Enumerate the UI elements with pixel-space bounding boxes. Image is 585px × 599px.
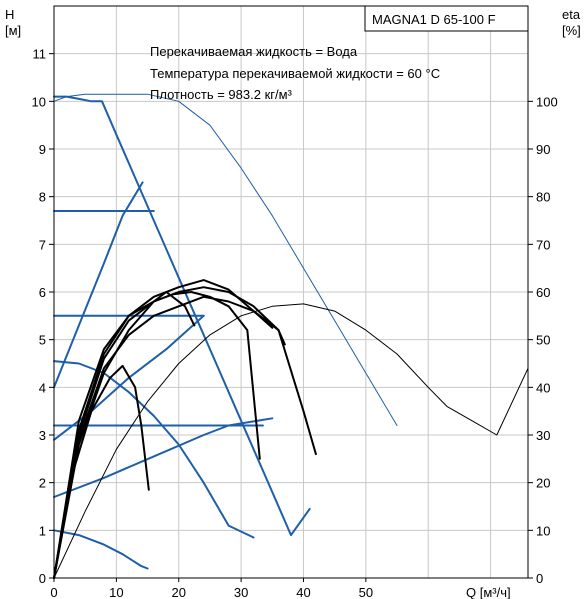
x-tick-label: 40 bbox=[296, 585, 310, 599]
model-label-box bbox=[364, 5, 529, 32]
info-line-density: Плотность = 983.2 кг/м³ bbox=[150, 87, 293, 102]
head-curve-min-curve-a bbox=[53, 360, 255, 539]
head-curve-prop-pressure-high bbox=[53, 181, 144, 389]
right-tick-label: 30 bbox=[536, 428, 550, 443]
efficiency-curve-eta-curve-5 bbox=[53, 291, 196, 579]
right-axis-unit: [%] bbox=[562, 23, 581, 38]
left-tick-label: 2 bbox=[39, 476, 46, 491]
x-tick-label: 30 bbox=[234, 585, 248, 599]
chart-series bbox=[53, 93, 529, 579]
left-tick-label: 10 bbox=[32, 94, 46, 109]
x-axis-ticks: 0 10 20 30 40 50 bbox=[50, 578, 373, 599]
right-tick-label: 20 bbox=[536, 476, 550, 491]
right-tick-label: 40 bbox=[536, 380, 550, 395]
right-tick-label: 50 bbox=[536, 333, 550, 348]
right-axis-ticks: 0 10 20 30 40 50 60 70 80 90 100 bbox=[528, 94, 558, 586]
x-tick-label: 0 bbox=[50, 585, 57, 599]
left-tick-label: 7 bbox=[39, 237, 46, 252]
x-tick-label: 50 bbox=[359, 585, 373, 599]
head-curve-head-max bbox=[53, 93, 398, 426]
x-tick-label: 20 bbox=[172, 585, 186, 599]
left-tick-label: 1 bbox=[39, 523, 46, 538]
info-line-fluid: Перекачиваемая жидкость = Вода bbox=[150, 44, 358, 59]
x-tick-label: 10 bbox=[109, 585, 123, 599]
right-axis-label: eta bbox=[562, 7, 581, 22]
left-tick-label: 5 bbox=[39, 333, 46, 348]
left-axis-ticks: 0 1 2 3 4 5 6 7 8 9 10 11 bbox=[32, 47, 54, 586]
left-tick-label: 3 bbox=[39, 428, 46, 443]
left-tick-label: 0 bbox=[39, 571, 46, 586]
left-tick-label: 6 bbox=[39, 285, 46, 300]
right-tick-label: 60 bbox=[536, 285, 550, 300]
head-curve-head-max-limit bbox=[53, 95, 311, 537]
model-label: MAGNA1 D 65-100 F bbox=[372, 12, 496, 27]
right-tick-label: 10 bbox=[536, 523, 550, 538]
right-tick-label: 80 bbox=[536, 190, 550, 205]
right-tick-label: 70 bbox=[536, 237, 550, 252]
left-tick-label: 8 bbox=[39, 190, 46, 205]
right-tick-label: 0 bbox=[536, 571, 543, 586]
efficiency-curve-eta-curve-3 bbox=[53, 286, 317, 579]
left-tick-label: 4 bbox=[39, 380, 46, 395]
left-tick-label: 11 bbox=[33, 47, 47, 62]
left-axis-unit: [м] bbox=[5, 23, 21, 38]
efficiency-curve-eta-curve-6 bbox=[53, 295, 274, 579]
efficiency-curve-eta-overall bbox=[53, 303, 529, 579]
right-tick-label: 100 bbox=[536, 94, 558, 109]
x-axis-label: Q [м³/ч] bbox=[466, 585, 511, 599]
left-tick-label: 9 bbox=[39, 142, 46, 157]
left-axis-label: H bbox=[5, 7, 14, 22]
info-line-temperature: Температура перекачиваемой жидкости = 60… bbox=[150, 66, 440, 81]
right-tick-label: 90 bbox=[536, 142, 550, 157]
